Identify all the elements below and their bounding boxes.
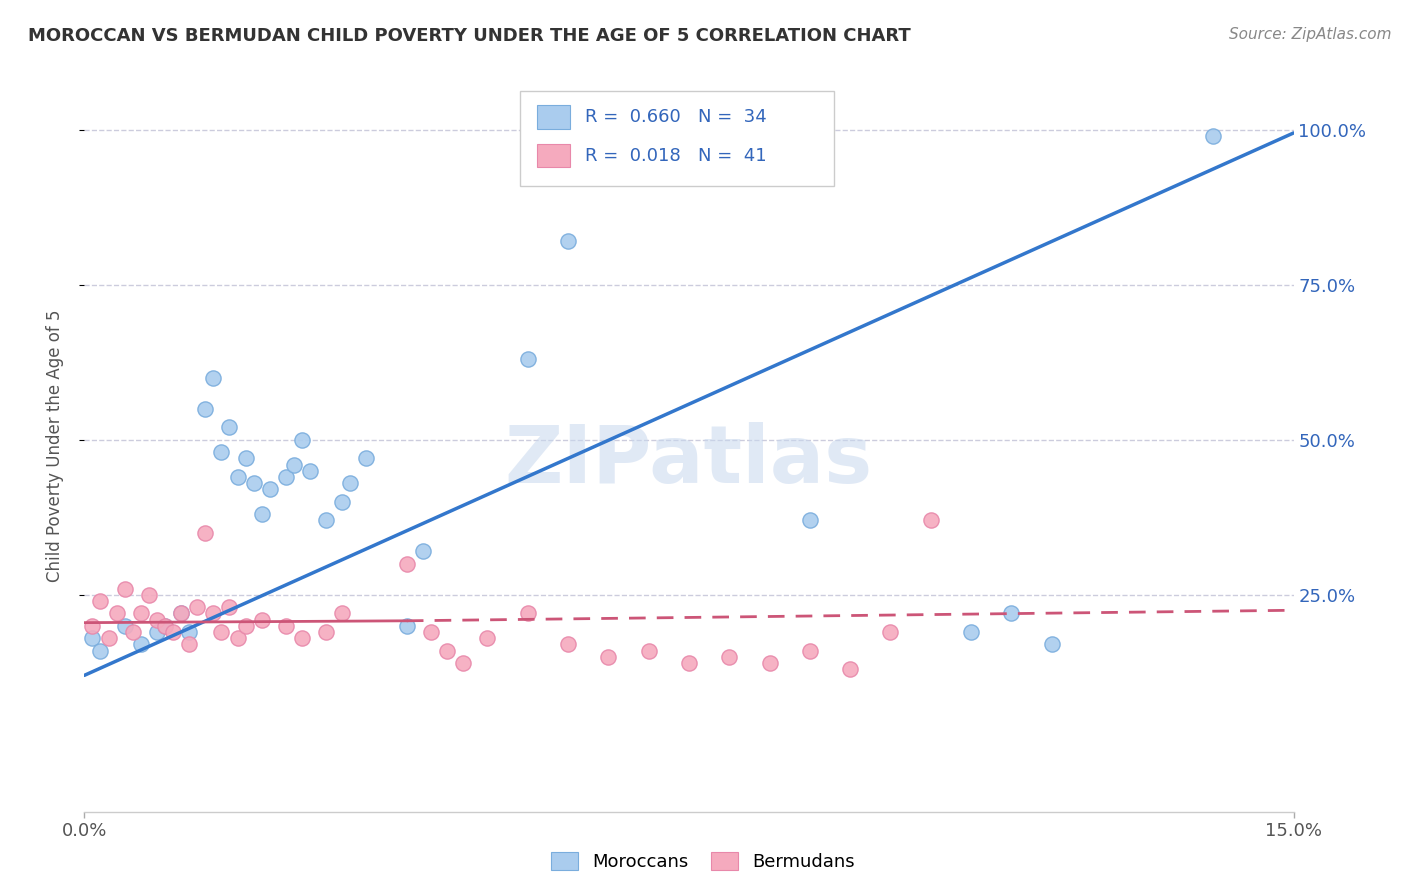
Point (839, 662, 862, 676)
Point (283, 458, 305, 472)
Point (82, 631, 104, 645)
Point (799, 513, 821, 527)
Point (315, 513, 337, 527)
Legend: Moroccans, Bermudans: Moroccans, Bermudans (544, 845, 862, 879)
Point (146, 624, 169, 639)
Point (209, 445, 232, 459)
Text: R =  0.660   N =  34: R = 0.660 N = 34 (585, 108, 766, 126)
Point (356, 451, 378, 466)
Point (436, 643, 458, 657)
Point (299, 464, 322, 478)
Point (179, 624, 201, 639)
Point (153, 619, 176, 633)
Point (89, 594, 111, 608)
Point (218, 420, 240, 434)
Point (395, 619, 418, 633)
Point (89, 643, 111, 657)
Point (758, 656, 780, 670)
Point (202, 607, 225, 621)
Point (250, 507, 273, 521)
Point (194, 525, 217, 540)
Point (960, 624, 983, 639)
Point (1040, 637, 1063, 651)
Point (1202, 129, 1225, 144)
Point (194, 401, 217, 416)
Point (516, 352, 538, 367)
Point (114, 619, 136, 633)
Point (420, 624, 443, 639)
Point (226, 631, 249, 645)
Point (170, 607, 193, 621)
Point (1000, 607, 1022, 621)
Point (129, 637, 152, 651)
Point (242, 476, 264, 491)
Text: R =  0.018   N =  41: R = 0.018 N = 41 (585, 146, 766, 165)
Point (162, 624, 184, 639)
Point (451, 656, 474, 670)
Point (179, 637, 201, 651)
FancyBboxPatch shape (537, 105, 571, 128)
Point (557, 637, 579, 651)
Point (226, 470, 249, 484)
Point (598, 649, 620, 664)
Y-axis label: Child Poverty Under the Age of 5: Child Poverty Under the Age of 5 (45, 310, 63, 582)
Point (879, 624, 901, 639)
FancyBboxPatch shape (537, 144, 571, 168)
Point (129, 607, 152, 621)
Point (637, 643, 659, 657)
Point (114, 582, 136, 596)
Point (339, 476, 361, 491)
Point (121, 624, 143, 639)
Point (330, 495, 353, 509)
Point (235, 619, 257, 633)
Point (202, 371, 225, 385)
Point (395, 557, 418, 571)
Point (82, 619, 104, 633)
Point (678, 656, 700, 670)
Point (259, 483, 281, 497)
Text: ZIPatlas: ZIPatlas (505, 422, 873, 500)
Point (97, 631, 120, 645)
FancyBboxPatch shape (520, 91, 834, 186)
Point (477, 631, 499, 645)
Point (516, 607, 538, 621)
Point (799, 643, 821, 657)
Point (291, 433, 314, 447)
Text: Source: ZipAtlas.com: Source: ZipAtlas.com (1229, 27, 1392, 42)
Point (315, 624, 337, 639)
Point (718, 649, 741, 664)
Point (146, 613, 169, 627)
Point (218, 600, 240, 615)
Point (105, 607, 128, 621)
Point (412, 544, 434, 558)
Point (250, 613, 273, 627)
Point (920, 513, 942, 527)
Point (274, 619, 297, 633)
Point (330, 607, 353, 621)
Point (186, 600, 208, 615)
Point (274, 470, 297, 484)
Text: MOROCCAN VS BERMUDAN CHILD POVERTY UNDER THE AGE OF 5 CORRELATION CHART: MOROCCAN VS BERMUDAN CHILD POVERTY UNDER… (28, 27, 911, 45)
Point (291, 631, 314, 645)
Point (170, 607, 193, 621)
Point (138, 588, 160, 602)
Point (209, 624, 232, 639)
Point (153, 619, 176, 633)
Point (235, 451, 257, 466)
Point (557, 235, 579, 249)
